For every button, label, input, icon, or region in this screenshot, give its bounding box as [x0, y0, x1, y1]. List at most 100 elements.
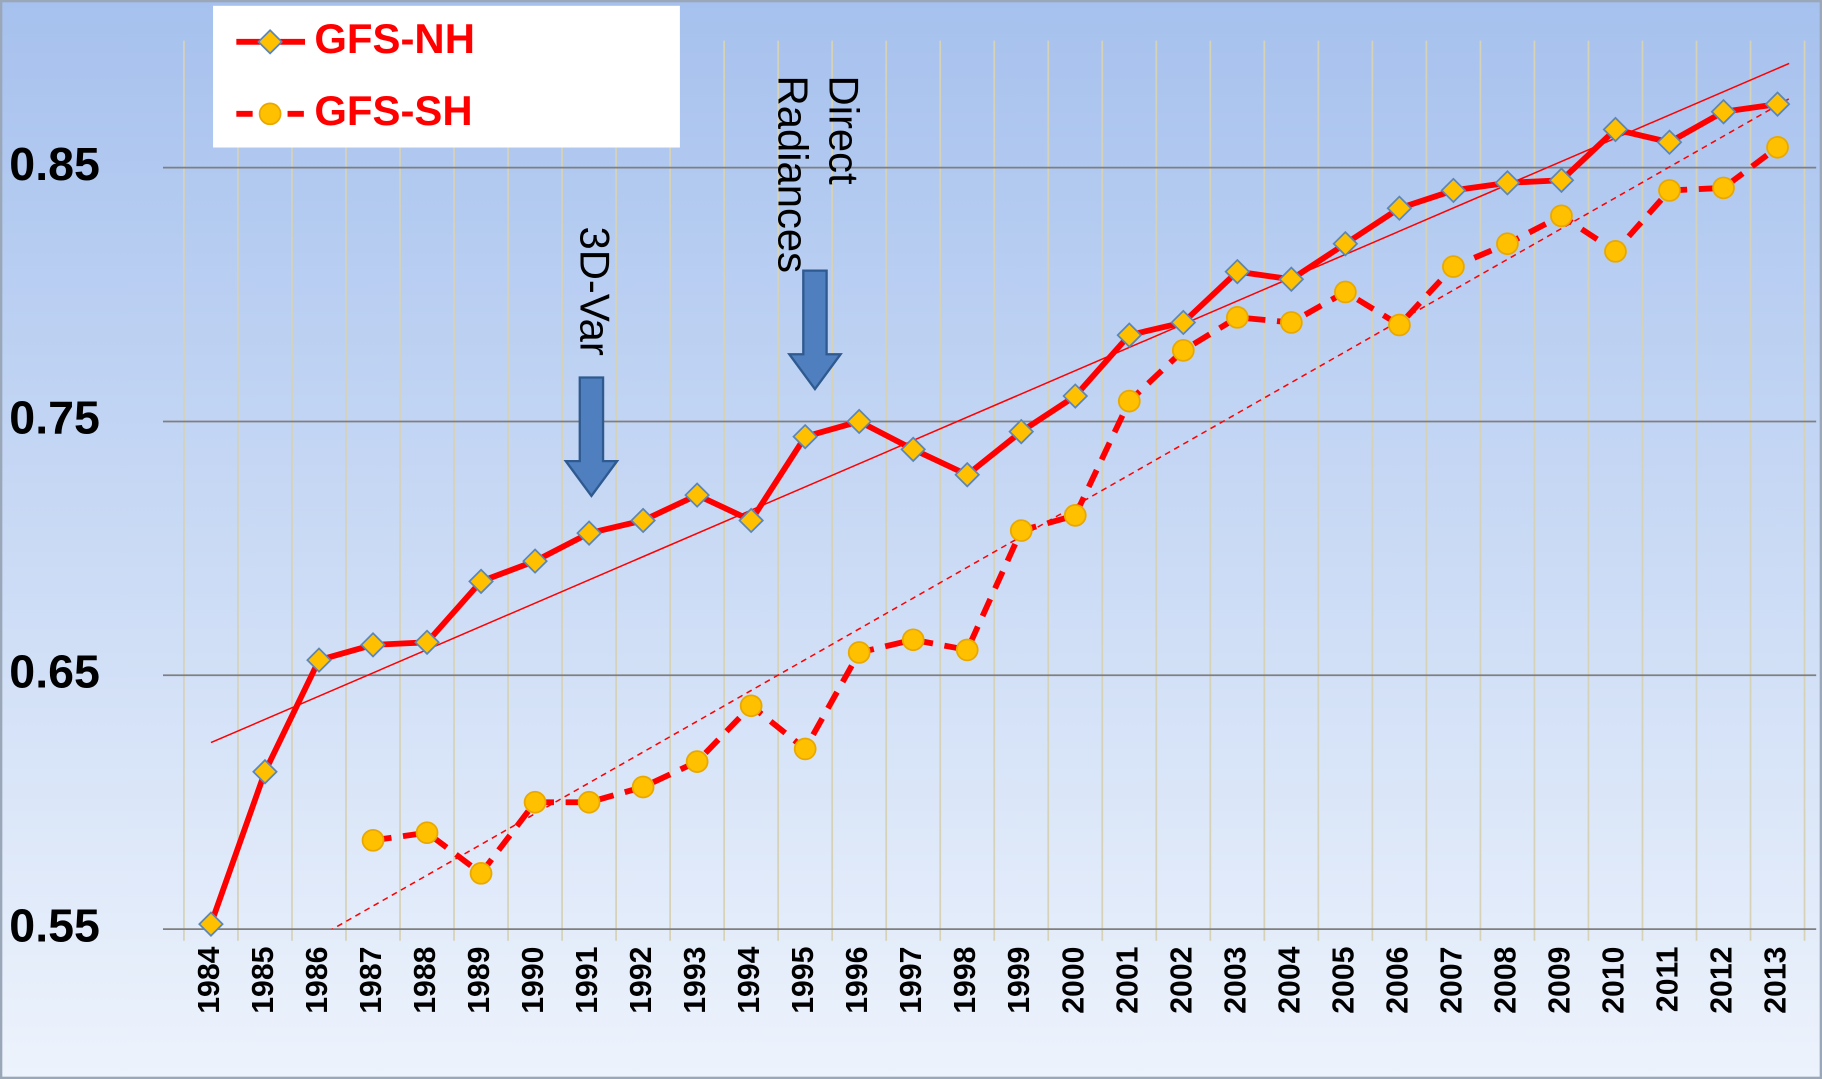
x-tick-label: 2009 — [1543, 947, 1576, 1014]
diamond-marker — [414, 629, 440, 656]
diamond-marker — [954, 461, 981, 488]
circle-marker — [1063, 504, 1087, 527]
x-tick-label: 1996 — [841, 947, 874, 1014]
x-tick-label: 1989 — [463, 947, 496, 1014]
circle-marker — [577, 790, 601, 814]
annotation: Radiances — [769, 75, 816, 273]
diamond-marker — [252, 758, 278, 785]
circle-marker — [523, 790, 547, 814]
x-tick-label: 1985 — [247, 947, 280, 1014]
diamond-marker — [1008, 418, 1035, 445]
x-tick-label: 1998 — [949, 947, 982, 1014]
circle-marker — [1496, 232, 1519, 256]
diamond-marker — [792, 423, 819, 450]
diamond-marker — [576, 520, 602, 546]
x-tick-label: 2012 — [1705, 947, 1738, 1014]
annotation: 3D-Var — [571, 226, 618, 355]
diamond-marker — [360, 631, 386, 658]
diamond-marker — [900, 436, 927, 463]
x-tick-label: 1986 — [301, 947, 334, 1014]
legend-marker — [257, 28, 283, 55]
legend-box — [213, 5, 680, 148]
y-tick-label: 0.55 — [9, 899, 100, 951]
x-tick-label: 1999 — [1003, 947, 1036, 1014]
y-tick-label: 0.65 — [9, 646, 100, 698]
x-tick-label: 1995 — [787, 947, 820, 1014]
arrow — [787, 269, 843, 392]
diamond-marker — [738, 507, 765, 534]
x-tick-label: 1993 — [679, 947, 712, 1014]
x-tick-label: 1992 — [625, 947, 658, 1014]
x-tick-label: 2004 — [1273, 946, 1306, 1013]
series-line — [372, 144, 1780, 877]
x-tick-label: 1994 — [733, 946, 766, 1013]
x-tick-label: 2008 — [1489, 947, 1522, 1014]
diamond-marker — [198, 911, 224, 937]
diamond-marker — [1116, 322, 1143, 348]
diamond-marker — [1602, 116, 1629, 143]
circle-marker — [1009, 519, 1033, 542]
trend-line — [210, 62, 1790, 744]
diamond-marker — [1278, 266, 1305, 293]
diamond-marker — [1764, 91, 1791, 117]
x-tick-label: 1990 — [517, 947, 550, 1014]
diamond-marker — [630, 507, 656, 534]
annotation: Direct — [820, 75, 867, 185]
circle-marker — [1388, 313, 1411, 337]
y-tick-label: 0.85 — [9, 138, 100, 190]
x-tick-label: 1988 — [409, 947, 442, 1014]
diamond-marker — [1494, 169, 1521, 196]
circle-marker — [1658, 179, 1681, 202]
diamond-marker — [1440, 177, 1467, 204]
circle-marker — [631, 775, 655, 799]
circle-marker — [1117, 389, 1141, 413]
diamond-marker — [1224, 258, 1251, 285]
plot-area — [210, 62, 1790, 930]
diamond-marker — [1548, 167, 1575, 194]
circle-marker — [1279, 311, 1303, 334]
diamond-marker — [522, 548, 548, 574]
circle-marker — [1334, 280, 1357, 304]
diamond-marker — [1656, 129, 1683, 156]
x-tick-label: 2006 — [1381, 947, 1414, 1014]
circle-marker — [1712, 176, 1735, 200]
legend-label: GFS-NH — [314, 15, 475, 62]
diamond-marker — [468, 568, 494, 595]
x-tick-label: 2003 — [1219, 947, 1252, 1014]
circle-marker — [1442, 255, 1465, 278]
diamond-marker — [1386, 195, 1413, 222]
circle-marker — [361, 828, 385, 852]
circle-marker — [955, 638, 979, 662]
diamond-marker — [1710, 98, 1737, 125]
diamond-marker — [1062, 383, 1089, 409]
x-tick-label: 2010 — [1597, 947, 1630, 1014]
circle-marker — [469, 861, 493, 885]
arrow — [563, 376, 620, 498]
circle-marker — [1550, 204, 1573, 228]
circle-marker — [685, 750, 709, 773]
diamond-marker — [684, 482, 711, 508]
x-tick-label: 2005 — [1327, 947, 1360, 1014]
circle-marker — [1766, 135, 1789, 159]
legend-marker — [258, 102, 282, 126]
x-tick-label: 2001 — [1111, 947, 1144, 1014]
diamond-marker — [846, 408, 873, 435]
x-tick-label: 2011 — [1651, 947, 1684, 1012]
circle-marker — [847, 641, 871, 664]
diamond-marker — [1170, 309, 1197, 336]
legend-label: GFS-SH — [314, 87, 472, 134]
y-tick-label: 0.75 — [9, 392, 100, 444]
circle-marker — [901, 628, 925, 652]
x-tick-label: 1991 — [571, 947, 604, 1014]
circle-marker — [739, 694, 763, 718]
x-tick-label: 2013 — [1759, 947, 1792, 1014]
x-tick-label: 1997 — [895, 947, 928, 1014]
circle-marker — [793, 737, 817, 761]
x-tick-label: 1987 — [355, 947, 388, 1014]
circle-marker — [1171, 339, 1195, 362]
x-tick-label: 2002 — [1165, 947, 1198, 1014]
diamond-marker — [306, 647, 332, 673]
x-tick-label: 2000 — [1057, 947, 1090, 1014]
